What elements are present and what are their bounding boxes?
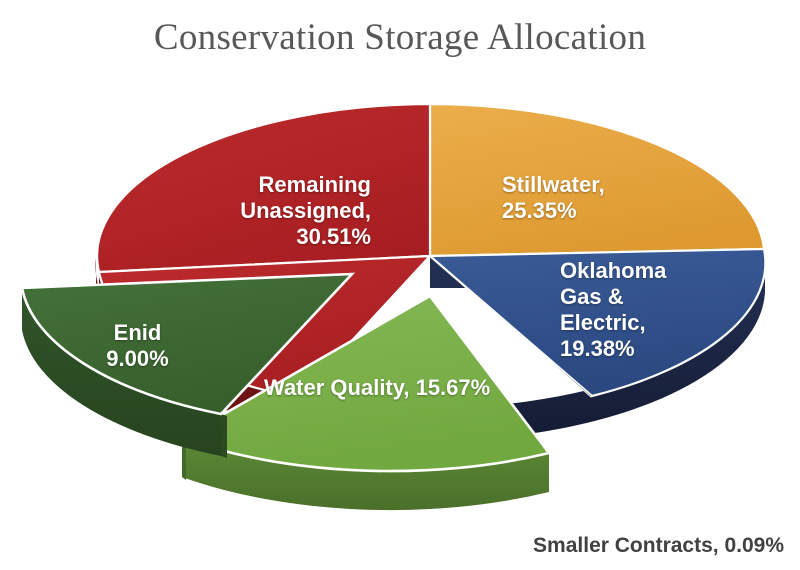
slice-enid[interactable]: [20, 272, 356, 458]
slice-wall-remaining-left: [99, 270, 300, 430]
slice-water-quality[interactable]: [178, 294, 552, 511]
slice-oklahoma-gas-electric[interactable]: [427, 247, 767, 398]
slice-label-smaller-contracts: Smaller Contracts, 0.09%: [533, 534, 784, 557]
slice-stillwater[interactable]: [428, 102, 766, 258]
slice-smaller-contracts[interactable]: [429, 255, 593, 398]
page-title: Conservation Storage Allocation: [153, 17, 647, 58]
